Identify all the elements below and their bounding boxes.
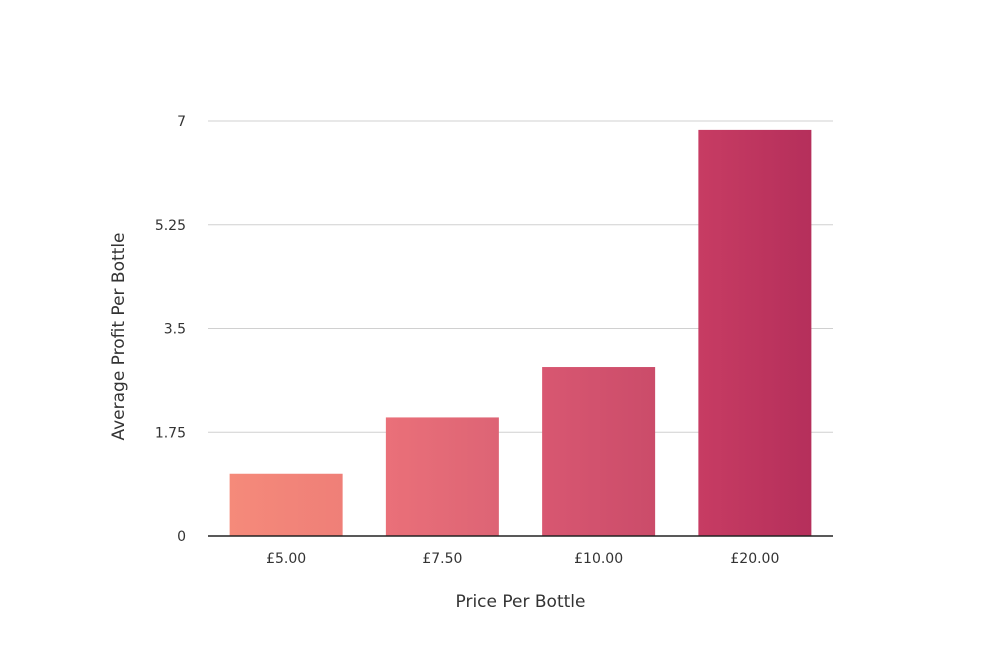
bar-1 xyxy=(385,417,499,536)
x-axis-title: Price Per Bottle xyxy=(456,592,586,612)
x-axis-ticks: £5.00 £7.50 £10.00 £20.00 xyxy=(266,551,779,567)
x-tick-label: £5.00 xyxy=(266,551,306,567)
y-tick-label: 5.25 xyxy=(155,218,186,234)
y-tick-label: 1.75 xyxy=(155,425,186,441)
y-tick-label: 3.5 xyxy=(164,322,186,338)
bar-0 xyxy=(229,473,343,536)
y-tick-label: 0 xyxy=(177,529,186,545)
y-axis-ticks: 0 1.75 3.5 5.25 7 xyxy=(155,114,186,545)
y-tick-label: 7 xyxy=(177,114,186,130)
x-tick-label: £20.00 xyxy=(730,551,779,567)
y-axis-title: Average Profit Per Bottle xyxy=(109,232,129,440)
x-tick-label: £10.00 xyxy=(574,551,623,567)
bar-2 xyxy=(542,367,656,536)
x-tick-label: £7.50 xyxy=(422,551,462,567)
bar-3 xyxy=(698,129,812,536)
bars xyxy=(229,129,812,536)
